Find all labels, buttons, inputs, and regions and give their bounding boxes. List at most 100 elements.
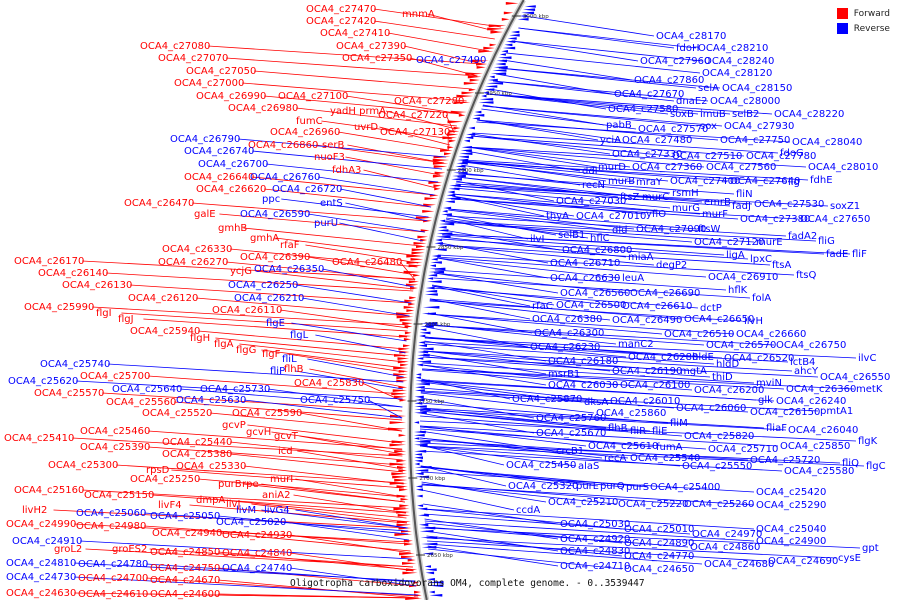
gene-label[interactable]: OCA4_c27780 [746, 151, 816, 162]
gene-label[interactable]: OCA4_c27360 [632, 162, 702, 173]
gene-label[interactable]: OCA4_c25740 [40, 359, 110, 370]
gene-label[interactable]: OCA4_c26700 [198, 159, 268, 170]
gene-label[interactable]: OCA4_c24930 [222, 530, 292, 541]
gene-label[interactable]: OCA4_c25860 [596, 408, 666, 419]
gene-label[interactable]: mgtA [680, 366, 707, 377]
gene-label[interactable]: OCA4_c26280 [628, 352, 698, 363]
gene-label[interactable]: murC [642, 192, 669, 203]
gene-label[interactable]: OCA4_c25440 [162, 437, 232, 448]
gene-label[interactable]: OCA4_c26620 [196, 184, 266, 195]
gene-label[interactable]: OCA4_c24630 [6, 588, 76, 599]
gene-label[interactable]: OCA4_c26060 [676, 403, 746, 414]
gene-label[interactable]: OCA4_c27960 [640, 56, 710, 67]
gene-label[interactable]: OCA4_c26210 [234, 293, 304, 304]
gene-label[interactable]: aniA2 [262, 490, 290, 501]
gene-label[interactable]: OCA4_c27330 [612, 149, 682, 160]
gene-label[interactable]: OCA4_c26960 [270, 127, 340, 138]
gene-label[interactable]: OCA4_c24910 [12, 536, 82, 547]
gene-label[interactable]: OCA4_c26760 [250, 172, 320, 183]
gene-label[interactable]: OCA4_c27090 [636, 224, 706, 235]
gene-label[interactable]: OCA4_c26790 [170, 134, 240, 145]
gene-label[interactable]: OCA4_c26910 [708, 272, 778, 283]
gene-label[interactable]: OCA4_c24600 [150, 589, 220, 600]
gene-label[interactable]: OCA4_c26170 [14, 256, 84, 267]
gene-label[interactable]: OCA4_c27510 [672, 151, 742, 162]
gene-label[interactable]: OCA4_c25400 [650, 482, 720, 493]
gene-label[interactable]: OCA4_c25050 [150, 511, 220, 522]
gene-label[interactable]: flhB [284, 364, 304, 375]
gene-label[interactable]: OCA4_c28220 [774, 109, 844, 120]
gene-label[interactable]: livG4 [264, 505, 290, 516]
gene-label[interactable]: uvrD [354, 122, 378, 133]
gene-label[interactable]: murB [608, 176, 635, 187]
gene-label[interactable]: OCA4_c27050 [186, 66, 256, 77]
gene-label[interactable]: OCA4_c24830 [560, 546, 630, 557]
gene-label[interactable]: ilvH [744, 316, 763, 327]
gene-label[interactable]: mviN [756, 378, 782, 389]
gene-label[interactable]: OCA4_c26390 [240, 252, 310, 263]
gene-label[interactable]: OCA4_c24980 [76, 521, 146, 532]
gene-label[interactable]: rpsD [146, 465, 170, 476]
gene-label[interactable]: fliN [736, 189, 753, 200]
gene-label[interactable]: OCA4_c26350 [254, 264, 324, 275]
gene-label[interactable]: OCA4_c27530 [754, 199, 824, 210]
gene-label[interactable]: folA [752, 293, 771, 304]
gene-label[interactable]: fliQ [842, 458, 859, 469]
gene-label[interactable]: OCA4_c26490 [612, 315, 682, 326]
gene-label[interactable]: OCA4_c28000 [710, 96, 780, 107]
gene-label[interactable]: sox [700, 121, 717, 132]
gene-label[interactable]: OCA4_c26140 [38, 268, 108, 279]
gene-label[interactable]: OCA4_c25300 [48, 460, 118, 471]
gene-label[interactable]: OCA4_c25460 [80, 426, 150, 437]
gene-label[interactable]: OCA4_c27350 [342, 53, 412, 64]
gene-label[interactable]: thyA [546, 211, 569, 222]
gene-label[interactable]: purU [314, 218, 338, 229]
gene-label[interactable]: OCA4_c26030 [548, 380, 618, 391]
gene-label[interactable]: OCA4_c24710 [560, 561, 630, 572]
gene-label[interactable]: OCA4_c25410 [4, 433, 74, 444]
gene-label[interactable]: rpe [242, 479, 259, 490]
gene-label[interactable]: OCA4_c27280 [394, 96, 464, 107]
gene-label[interactable]: OCA4_c25570 [34, 388, 104, 399]
gene-label[interactable]: OCA4_c25220 [618, 499, 688, 510]
gene-label[interactable]: OCA4_c26660 [736, 329, 806, 340]
gene-label[interactable]: thiD [712, 372, 733, 383]
gene-label[interactable]: OCA4_c25760 [536, 413, 606, 424]
gene-label[interactable]: fumA [656, 442, 683, 453]
gene-label[interactable]: recN [582, 180, 605, 191]
gene-label[interactable]: selB2 [732, 109, 759, 120]
gene-label[interactable]: OCA4_c26230 [530, 342, 600, 353]
gene-label[interactable]: OCA4_c26800 [562, 245, 632, 256]
gene-label[interactable]: murF [702, 209, 728, 220]
gene-label[interactable]: msrB1 [548, 369, 580, 380]
gene-label[interactable]: OCA4_c26640 [184, 172, 254, 183]
gene-label[interactable]: leuA [622, 273, 644, 284]
gene-label[interactable]: fliF [852, 249, 867, 260]
gene-label[interactable]: OCA4_c27120 [694, 237, 764, 248]
gene-label[interactable]: gcvT [274, 431, 299, 442]
gene-label[interactable]: groL2 [54, 544, 82, 555]
gene-label[interactable]: fliR [630, 426, 646, 437]
gene-label[interactable]: OCA4_c26690 [630, 288, 700, 299]
gene-label[interactable]: OCA4_c25250 [130, 474, 200, 485]
gene-label[interactable]: ccdA [516, 505, 540, 516]
gene-label[interactable]: OCA4_c28150 [722, 83, 792, 94]
gene-label[interactable]: OCA4_c26270 [158, 257, 228, 268]
gene-label[interactable]: OCA4_c25870 [512, 394, 582, 405]
gene-label[interactable]: OCA4_c26470 [124, 198, 194, 209]
gene-label[interactable]: OCA4_c25330 [176, 461, 246, 472]
gene-label[interactable]: OCA4_c26180 [548, 356, 618, 367]
gene-label[interactable]: flgK [858, 436, 878, 447]
gene-label[interactable]: dctP [700, 303, 722, 314]
gene-label[interactable]: OCA4_c24750 [150, 563, 220, 574]
gene-label[interactable]: imuB [700, 109, 726, 120]
gene-label[interactable]: dmpA [196, 495, 225, 506]
gene-label[interactable]: ilvC [858, 353, 876, 364]
gene-label[interactable]: livF4 [158, 500, 182, 511]
gene-label[interactable]: OCA4_c25390 [80, 442, 150, 453]
gene-label[interactable]: icd [278, 446, 293, 457]
gene-label[interactable]: hldD [716, 359, 739, 370]
gene-label[interactable]: hflK [728, 285, 748, 296]
gene-label[interactable]: OCA4_c26650 [684, 314, 754, 325]
gene-label[interactable]: OCA4_c24900 [756, 536, 826, 547]
